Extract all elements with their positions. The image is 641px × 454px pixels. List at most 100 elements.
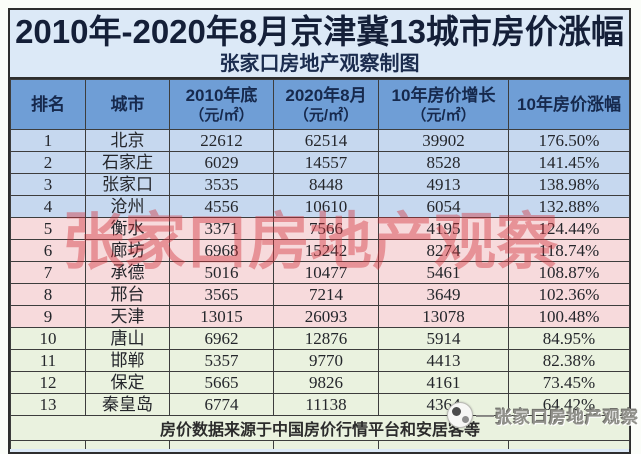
- col-header-2010: 2010年底 （元/㎡）: [169, 79, 274, 130]
- col-header-pct: 10年房价涨幅: [508, 79, 630, 130]
- cell-p2010: 6774: [169, 393, 274, 416]
- cell-rank: 2: [10, 151, 86, 174]
- cell-rank: 5: [10, 217, 86, 240]
- cell-p2020: 11138: [273, 393, 379, 416]
- cell-pct: 73.45%: [508, 371, 630, 394]
- col-header-growth: 10年房价增长 （元/㎡）: [378, 79, 509, 130]
- cell-city: 唐山: [85, 327, 170, 350]
- table-row: 3 张家口 3535 8448 4913 138.98%: [10, 173, 630, 196]
- cell-p2020: 9826: [273, 371, 379, 394]
- cell-p2020: 12876: [273, 327, 379, 350]
- cell-city: 保定: [85, 371, 170, 394]
- cell-city: 天津: [85, 305, 170, 328]
- price-table: 排名 城市 2010年底 （元/㎡） 2020年8月 （元/㎡） 10年房价增长 （元…: [10, 79, 630, 449]
- cell-pct: 102.36%: [508, 283, 630, 306]
- cell-rank: 12: [10, 371, 86, 394]
- table-header: 排名 城市 2010年底 （元/㎡） 2020年8月 （元/㎡） 10年房价增长 （元…: [10, 79, 630, 130]
- cell-p2010: 6962: [169, 327, 274, 350]
- price-table-sheet: 2010年-2020年8月京津冀13城市房价涨幅 张家口房地产观察制图 排名 城…: [8, 8, 631, 454]
- cell-growth: 6054: [378, 195, 509, 218]
- col-header-2020-unit: （元/㎡）: [293, 106, 359, 124]
- cell-city: 张家口: [85, 173, 170, 196]
- table-row: 2 石家庄 6029 14557 8528 141.45%: [10, 151, 630, 174]
- cell-p2010: 5357: [169, 349, 274, 372]
- cropped-stub-row: [10, 440, 630, 449]
- cell-growth: 5461: [378, 261, 509, 284]
- data-source-note: 房价数据来源于中国房价行情平台和安居客等: [10, 415, 630, 441]
- table-row: 11 邯郸 5357 9770 4413 82.38%: [10, 349, 630, 372]
- cell-p2010: 5665: [169, 371, 274, 394]
- table-row: 5 衡水 3371 7566 4195 124.44%: [10, 217, 630, 240]
- cell-pct: 82.38%: [508, 349, 630, 372]
- cell-growth: 5914: [378, 327, 509, 350]
- table-row: 9 天津 13015 26093 13078 100.48%: [10, 305, 630, 328]
- cell-rank: 7: [10, 261, 86, 284]
- cell-p2020: 10477: [273, 261, 379, 284]
- cell-pct: 141.45%: [508, 151, 630, 174]
- cell-city: 邢台: [85, 283, 170, 306]
- cell-p2020: 7566: [273, 217, 379, 240]
- title-block: 2010年-2020年8月京津冀13城市房价涨幅 张家口房地产观察制图: [10, 10, 629, 79]
- cell-growth: 39902: [378, 129, 509, 152]
- cell-pct: 100.48%: [508, 305, 630, 328]
- cell-pct: 64.42%: [508, 393, 630, 416]
- cell-pct: 132.88%: [508, 195, 630, 218]
- cell-rank: 1: [10, 129, 86, 152]
- cell-p2020: 8448: [273, 173, 379, 196]
- table-row: 6 廊坊 6968 15242 8274 118.74%: [10, 239, 630, 262]
- col-header-2010-unit: （元/㎡）: [189, 106, 254, 124]
- page-title: 2010年-2020年8月京津冀13城市房价涨幅: [15, 12, 624, 50]
- col-header-2020: 2020年8月 （元/㎡）: [273, 79, 379, 130]
- page-subtitle: 张家口房地产观察制图: [219, 52, 420, 75]
- cell-growth: 4913: [378, 173, 509, 196]
- cell-pct: 108.87%: [508, 261, 630, 284]
- footer-row: 房价数据来源于中国房价行情平台和安居客等: [10, 415, 630, 441]
- cell-p2010: 6029: [169, 151, 274, 174]
- cell-p2010: 4556: [169, 195, 274, 218]
- col-header-growth-unit: （元/㎡）: [411, 106, 476, 124]
- cell-p2020: 9770: [273, 349, 379, 372]
- cell-rank: 11: [10, 349, 86, 372]
- col-header-pct-label: 10年房价涨幅: [517, 95, 621, 114]
- cell-p2020: 10610: [273, 195, 379, 218]
- cell-p2010: 22612: [169, 129, 274, 152]
- cell-rank: 3: [10, 173, 86, 196]
- cell-p2010: 6968: [169, 239, 274, 262]
- cell-growth: 8528: [378, 151, 509, 174]
- table-row: 8 邢台 3565 7214 3649 102.36%: [10, 283, 630, 306]
- table-body: 1 北京 22612 62514 39902 176.50% 2 石家庄 6029 14557 85…: [10, 129, 630, 416]
- cell-rank: 4: [10, 195, 86, 218]
- cell-city: 沧州: [85, 195, 170, 218]
- col-header-rank-label: 排名: [31, 95, 65, 114]
- cell-growth: 4195: [378, 217, 509, 240]
- stub-cell: [508, 440, 630, 449]
- cell-city: 衡水: [85, 217, 170, 240]
- table-footer: 房价数据来源于中国房价行情平台和安居客等: [10, 415, 630, 449]
- cell-p2010: 5016: [169, 261, 274, 284]
- cell-p2020: 62514: [273, 129, 379, 152]
- table-row: 10 唐山 6962 12876 5914 84.95%: [10, 327, 630, 350]
- cell-p2020: 7214: [273, 283, 379, 306]
- cell-rank: 8: [10, 283, 86, 306]
- cell-pct: 84.95%: [508, 327, 630, 350]
- cell-growth: 4413: [378, 349, 509, 372]
- col-header-2010-label: 2010年底: [185, 85, 258, 105]
- cell-p2010: 13015: [169, 305, 274, 328]
- col-header-rank: 排名: [10, 79, 86, 130]
- col-header-city-label: 城市: [110, 95, 145, 114]
- cell-city: 邯郸: [85, 349, 170, 372]
- cell-city: 北京: [85, 129, 170, 152]
- cell-city: 石家庄: [85, 151, 170, 174]
- cell-p2010: 3535: [169, 173, 274, 196]
- cell-pct: 176.50%: [508, 129, 630, 152]
- table-row: 7 承德 5016 10477 5461 108.87%: [10, 261, 630, 284]
- col-header-city: 城市: [85, 79, 170, 130]
- cell-growth: 8274: [378, 239, 509, 262]
- cell-city: 承德: [85, 261, 170, 284]
- cell-growth: 4364: [378, 393, 509, 416]
- cell-growth: 13078: [378, 305, 509, 328]
- cell-p2020: 14557: [273, 151, 379, 174]
- header-row: 排名 城市 2010年底 （元/㎡） 2020年8月 （元/㎡） 10年房价增长 （元…: [10, 79, 630, 130]
- cell-rank: 6: [10, 239, 86, 262]
